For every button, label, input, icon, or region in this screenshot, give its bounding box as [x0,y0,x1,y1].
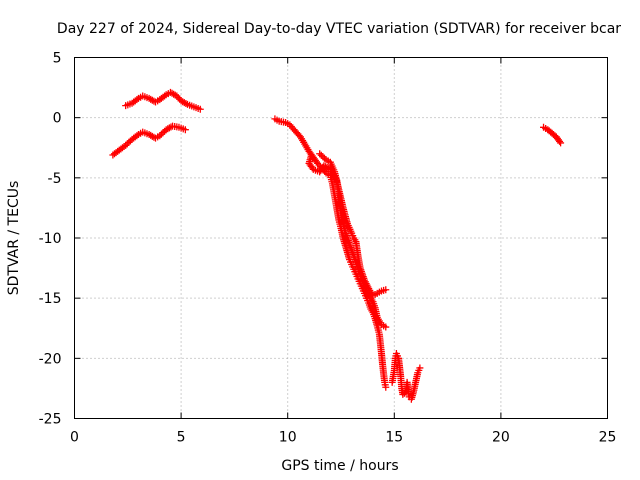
y-tick-label: -20 [39,351,62,367]
tick-labels: 0 5 10 15 20 25 -25 -20 -15 -10 -5 0 5 [39,51,617,446]
data-point [557,139,565,147]
x-tick-label: 20 [492,430,510,446]
data-point [382,323,390,331]
data-point [316,150,324,158]
data-point-interp [123,140,131,148]
x-tick-label: 15 [385,430,403,446]
data-point [156,132,164,140]
plot-frame [74,57,608,419]
data-point-interp [320,154,328,162]
data-point-interp [133,132,141,140]
data-point-interp [125,138,133,146]
data-point-interp [319,153,327,161]
y-tick-label: 0 [53,111,62,127]
data-point [382,383,390,391]
data-point-interp [317,151,325,159]
grid [74,57,608,419]
y-tick-label: -15 [39,291,62,307]
data-point [196,105,204,113]
x-tick-label: 5 [177,430,186,446]
data-point [122,141,130,149]
y-tick-label: -10 [39,231,62,247]
x-tick-label: 25 [599,430,617,446]
y-axis-label: SDTVAR / TECUs [6,181,22,296]
x-tick-label: 0 [70,430,79,446]
data-point-interp [161,92,169,100]
y-tick-label: -5 [48,171,62,187]
chart-title: Day 227 of 2024, Sidereal Day-to-day VTE… [57,21,621,37]
data-points [109,88,565,403]
data-point [382,286,390,294]
data-point [181,126,189,134]
data-point-interp [133,96,141,104]
data-point [416,364,424,372]
y-tick-label: -25 [39,412,62,428]
data-point-interp [556,137,564,145]
x-axis-label: GPS time / hours [281,458,398,474]
y-tick-label: 5 [53,51,62,67]
data-point-interp [157,130,165,138]
data-point-interp [159,129,167,137]
x-tick-label: 10 [279,430,297,446]
data-point-interp [182,100,190,108]
